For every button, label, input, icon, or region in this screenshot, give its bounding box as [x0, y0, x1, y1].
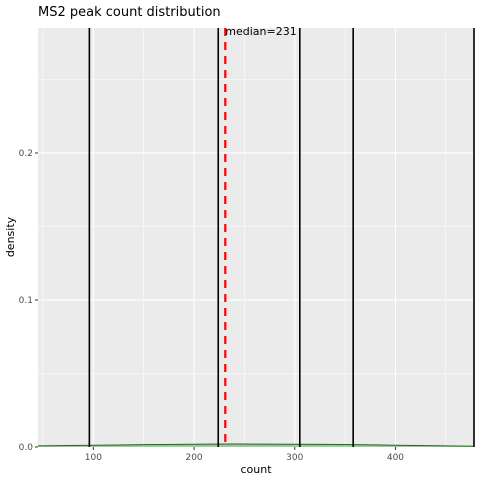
plot-panel	[38, 28, 474, 447]
grid-lines	[38, 28, 474, 448]
density-line	[37, 443, 475, 447]
x-axis-ticks: 100 200 300 400	[85, 447, 404, 463]
chart-title: MS2 peak count distribution	[38, 5, 221, 20]
x-axis-title: count	[240, 463, 272, 476]
x-tick-label: 400	[387, 453, 404, 463]
x-tick-label: 300	[286, 453, 303, 463]
vertical-lines	[88, 28, 475, 447]
x-tick-label: 200	[185, 453, 202, 463]
x-tick-label: 100	[85, 453, 102, 463]
y-axis-title: density	[4, 216, 17, 257]
y-tick-label: 0.1	[19, 296, 33, 306]
y-tick-label: 0.0	[19, 443, 34, 453]
y-axis-ticks: 0.0 0.1 0.2	[19, 149, 38, 453]
median-label: median=231	[225, 25, 296, 38]
density-curve	[37, 443, 475, 447]
median-marker: median=231	[224, 25, 297, 447]
y-tick-label: 0.2	[19, 149, 33, 159]
